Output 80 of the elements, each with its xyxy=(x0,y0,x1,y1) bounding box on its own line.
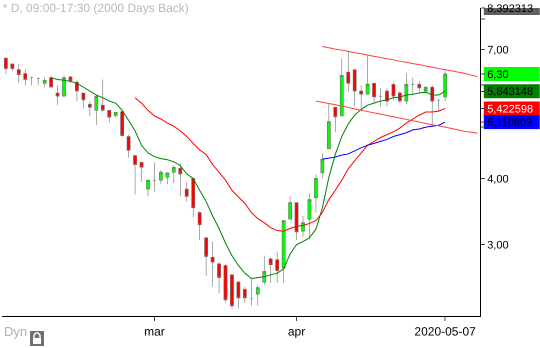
candlestick xyxy=(436,98,441,112)
chart-title: * D, 09:00-17:30 (2000 Days Back) xyxy=(2,0,189,15)
candlestick xyxy=(4,58,8,74)
candlestick xyxy=(56,84,60,106)
candlestick xyxy=(82,92,86,109)
y-tick-label: 5,422598 xyxy=(487,103,534,116)
y-tick-label: 5,110803 xyxy=(487,116,532,129)
candlestick xyxy=(146,179,150,197)
candlestick xyxy=(333,107,338,133)
candlestick xyxy=(165,172,170,185)
candlestick xyxy=(30,76,34,86)
x-tick-label: 2020-05-07 xyxy=(414,324,476,338)
candlestick xyxy=(359,84,364,112)
candlestick xyxy=(133,155,137,195)
candlestick xyxy=(217,262,221,294)
candlestick xyxy=(301,216,305,238)
x-tick-label: apr xyxy=(288,324,306,338)
line-series xyxy=(322,122,446,160)
candlestick xyxy=(275,251,280,284)
line-series xyxy=(322,46,478,78)
y-tick-label: 6,30 xyxy=(487,68,509,81)
candlestick xyxy=(16,64,21,84)
candlestick xyxy=(198,210,202,240)
candlestick xyxy=(410,77,415,96)
candlestick xyxy=(107,110,112,123)
candlestick xyxy=(191,178,196,218)
candlestick xyxy=(372,82,376,104)
candlestick xyxy=(417,81,422,92)
candlestick xyxy=(49,76,53,88)
text: Dyn xyxy=(4,324,28,339)
candlestick xyxy=(204,236,208,276)
candlestick xyxy=(443,70,447,102)
candlestick xyxy=(385,88,389,107)
candlestick xyxy=(42,77,47,88)
candlestick xyxy=(75,80,79,102)
candlestick xyxy=(268,256,273,284)
candlestick xyxy=(68,76,72,84)
candlestick xyxy=(366,54,370,94)
candlestick xyxy=(62,75,66,96)
candlestick xyxy=(100,79,105,112)
candlestick xyxy=(352,69,357,107)
candlestick xyxy=(320,152,324,179)
candlestick xyxy=(152,162,156,192)
candlestick xyxy=(242,286,247,304)
candlestick xyxy=(308,193,312,240)
candlestick xyxy=(184,182,189,202)
candlestick xyxy=(256,284,260,306)
candlestick xyxy=(224,264,228,304)
candlestick xyxy=(314,174,318,213)
candlestick xyxy=(159,170,163,185)
y-tick-label: 7,00 xyxy=(487,44,509,57)
candlestick xyxy=(172,164,176,184)
y-tick-label: 5,843148 xyxy=(487,86,534,98)
candlestick xyxy=(210,241,214,287)
candlestick xyxy=(120,111,124,137)
candlestick xyxy=(140,162,144,182)
candlestick xyxy=(236,280,240,310)
line-series xyxy=(50,77,446,279)
candlestick xyxy=(404,72,408,105)
y-tick-label: 3,00 xyxy=(487,240,509,252)
candlestick xyxy=(88,100,92,116)
x-tick-label: mar xyxy=(144,324,165,338)
candlestick xyxy=(346,50,350,92)
candlestick xyxy=(282,220,286,284)
y-tick-label: 4,00 xyxy=(487,173,509,186)
candlestick xyxy=(126,134,130,158)
candlestick xyxy=(114,111,118,118)
candlestick xyxy=(230,274,234,310)
candlestick xyxy=(288,196,292,220)
candlestick xyxy=(326,102,331,150)
candlestick xyxy=(249,278,254,306)
candlestick xyxy=(378,88,382,107)
candlestick xyxy=(340,58,344,116)
line-series xyxy=(315,100,478,134)
candlestick xyxy=(178,163,182,197)
candlestick xyxy=(392,82,396,101)
candlestick xyxy=(10,62,14,72)
candlestick xyxy=(94,94,98,126)
candlestick xyxy=(36,77,40,86)
candlestick xyxy=(23,69,28,86)
